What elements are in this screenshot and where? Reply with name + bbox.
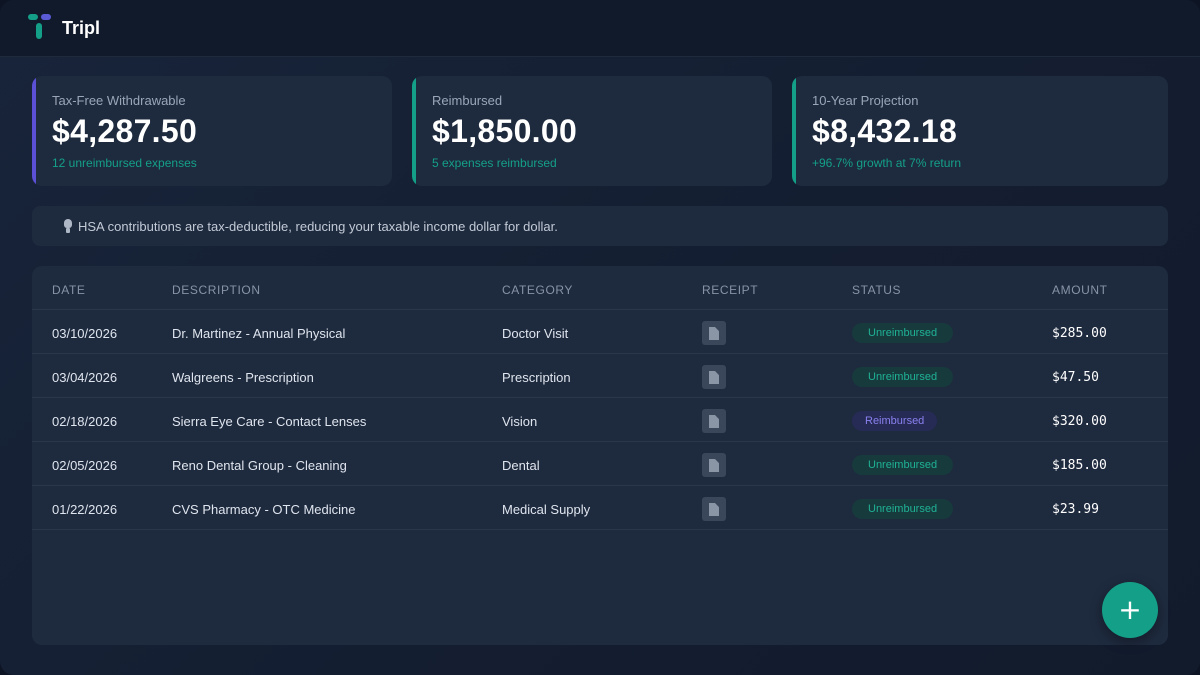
- receipt-document-icon[interactable]: [702, 497, 726, 521]
- table-row[interactable]: 02/18/2026 Sierra Eye Care - Contact Len…: [32, 398, 1168, 442]
- cell-amount: $185.00: [1052, 458, 1107, 473]
- cell-category: Doctor Visit: [502, 326, 569, 341]
- table-header: Date Description Category Receipt Status…: [32, 266, 1168, 310]
- card-subtext: 12 unreimbursed expenses: [52, 156, 197, 170]
- tripl-logo-icon: [28, 14, 52, 42]
- cell-description: CVS Pharmacy - OTC Medicine: [172, 502, 356, 517]
- status-badge: Reimbursed: [852, 411, 938, 431]
- cell-category: Dental: [502, 458, 540, 473]
- column-header-status[interactable]: Status: [852, 283, 902, 297]
- table-row[interactable]: 01/22/2026 CVS Pharmacy - OTC Medicine M…: [32, 486, 1168, 530]
- cell-date: 03/04/2026: [52, 370, 118, 385]
- card-value: $1,850.00: [432, 113, 578, 149]
- cell-amount: $23.99: [1052, 502, 1099, 517]
- cell-amount: $320.00: [1052, 414, 1107, 429]
- cell-description: Dr. Martinez - Annual Physical: [172, 326, 346, 341]
- receipt-document-icon[interactable]: [702, 453, 726, 477]
- status-badge: Unreimbursed: [852, 367, 954, 387]
- top-bar: Tripl: [0, 0, 1200, 57]
- card-label: Reimbursed: [432, 93, 503, 108]
- column-header-category[interactable]: Category: [502, 283, 574, 297]
- card-subtext: 5 expenses reimbursed: [432, 156, 557, 170]
- cell-category: Vision: [502, 414, 538, 429]
- cell-amount: $285.00: [1052, 326, 1107, 341]
- cell-category: Medical Supply: [502, 502, 591, 517]
- cell-date: 01/22/2026: [52, 502, 118, 517]
- cell-description: Walgreens - Prescription: [172, 370, 314, 385]
- status-badge: Unreimbursed: [852, 323, 954, 343]
- expenses-table: Date Description Category Receipt Status…: [32, 266, 1168, 645]
- tip-banner: HSA contributions are tax-deductible, re…: [32, 206, 1168, 246]
- card-value: $8,432.18: [812, 113, 958, 149]
- cell-date: 03/10/2026: [52, 326, 118, 341]
- cell-amount: $47.50: [1052, 370, 1099, 385]
- card-value: $4,287.50: [52, 113, 198, 149]
- cell-description: Sierra Eye Care - Contact Lenses: [172, 414, 367, 429]
- card-subtext: +96.7% growth at 7% return: [812, 156, 962, 170]
- receipt-document-icon[interactable]: [702, 365, 726, 389]
- card-label: 10-Year Projection: [812, 93, 919, 108]
- card-reimbursed: Reimbursed $1,850.00 5 expenses reimburs…: [412, 76, 772, 186]
- status-badge: Unreimbursed: [852, 455, 954, 475]
- status-badge: Unreimbursed: [852, 499, 954, 519]
- table-row[interactable]: 03/04/2026 Walgreens - Prescription Pres…: [32, 354, 1168, 398]
- card-10-year-projection: 10-Year Projection $8,432.18 +96.7% grow…: [792, 76, 1168, 186]
- tip-text: HSA contributions are tax-deductible, re…: [78, 218, 558, 234]
- column-header-date[interactable]: Date: [52, 283, 86, 297]
- lightbulb-icon: [62, 218, 74, 234]
- table-row[interactable]: 03/10/2026 Dr. Martinez - Annual Physica…: [32, 310, 1168, 354]
- card-tax-free-withdrawable: Tax-Free Withdrawable $4,287.50 12 unrei…: [32, 76, 392, 186]
- column-header-description[interactable]: Description: [172, 283, 261, 297]
- add-expense-button[interactable]: +: [1102, 582, 1158, 638]
- summary-cards: Tax-Free Withdrawable $4,287.50 12 unrei…: [32, 76, 1168, 186]
- receipt-document-icon[interactable]: [702, 321, 726, 345]
- brand-name: Tripl: [62, 17, 101, 38]
- cell-category: Prescription: [502, 370, 571, 385]
- cell-date: 02/18/2026: [52, 414, 118, 429]
- card-label: Tax-Free Withdrawable: [52, 93, 186, 108]
- cell-description: Reno Dental Group - Cleaning: [172, 458, 347, 473]
- plus-icon: +: [1118, 593, 1142, 626]
- table-row[interactable]: 02/05/2026 Reno Dental Group - Cleaning …: [32, 442, 1168, 486]
- column-header-amount[interactable]: Amount: [1052, 283, 1108, 297]
- receipt-document-icon[interactable]: [702, 409, 726, 433]
- cell-date: 02/05/2026: [52, 458, 118, 473]
- column-header-receipt[interactable]: Receipt: [702, 283, 759, 297]
